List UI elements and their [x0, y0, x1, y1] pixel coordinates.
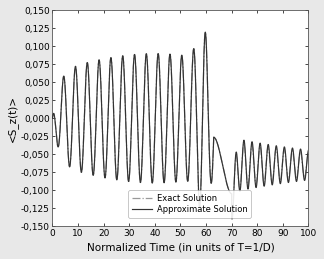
Approximate Solution — [51, 117, 54, 120]
Exact Solution — [293, 169, 297, 172]
X-axis label: Normalized Time (in units of T=1/D): Normalized Time (in units of T=1/D) — [87, 242, 274, 252]
Approximate Solution — [176, 157, 179, 160]
Approximate Solution — [293, 169, 297, 172]
Approximate Solution — [101, 134, 105, 137]
Exact Solution — [203, 31, 207, 34]
Exact Solution — [101, 134, 105, 137]
Exact Solution — [307, 151, 310, 154]
Approximate Solution — [52, 112, 55, 115]
Exact Solution — [176, 157, 179, 160]
Approximate Solution — [230, 218, 234, 221]
Y-axis label: <S_z(t)>: <S_z(t)> — [7, 95, 18, 142]
Exact Solution — [61, 78, 65, 81]
Line: Exact Solution: Exact Solution — [52, 32, 308, 215]
Approximate Solution — [203, 31, 207, 34]
Exact Solution — [52, 112, 55, 115]
Approximate Solution — [61, 78, 65, 81]
Line: Approximate Solution: Approximate Solution — [52, 32, 308, 219]
Exact Solution — [51, 117, 54, 120]
Legend: Exact Solution, Approximate Solution: Exact Solution, Approximate Solution — [128, 190, 251, 218]
Exact Solution — [230, 213, 234, 217]
Exact Solution — [66, 143, 70, 146]
Approximate Solution — [307, 149, 310, 152]
Approximate Solution — [66, 143, 70, 146]
